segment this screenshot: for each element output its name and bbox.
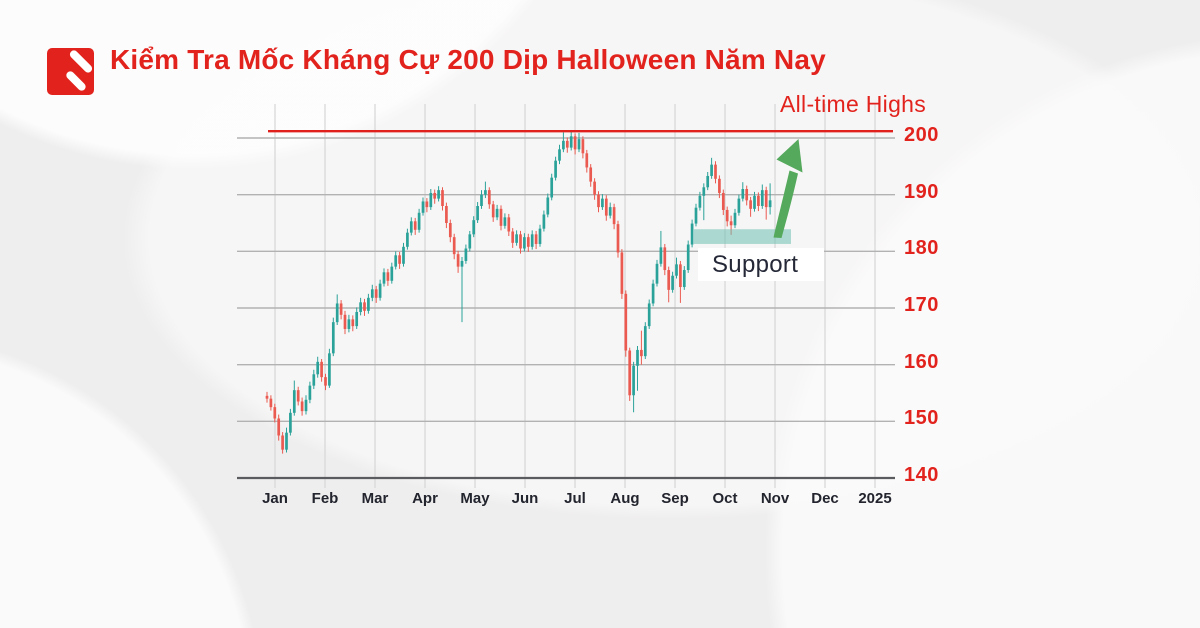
vertical-gridlines [274,104,876,488]
x-tick-label: Dec [811,490,839,507]
horizontal-gridlines [237,137,895,480]
support-label-text: Support [712,251,799,278]
y-tick-label: 200 [904,124,939,146]
y-tick-label: 170 [904,294,939,316]
all-time-highs-label: All-time Highs [780,91,927,117]
x-tick-label: Jul [564,490,586,507]
x-tick-label: May [460,490,490,507]
x-tick-label: Sep [661,490,689,507]
x-tick-label: Nov [760,490,790,507]
y-tick-label: 150 [904,407,939,430]
y-tick-label: 180 [904,237,939,260]
page-title: Kiểm Tra Mốc Kháng Cự 200 Dịp Halloween … [110,44,826,75]
support-zone [694,229,791,244]
y-tick-label: 190 [904,180,939,203]
x-tick-label: 2025 [858,490,892,507]
candles [265,130,772,454]
x-tick-label: Oct [712,490,738,507]
x-tick-label: Apr [412,490,438,507]
header: Kiểm Tra Mốc Kháng Cự 200 Dịp Halloween … [0,0,1200,100]
support-label: Support [698,248,825,281]
up-arrow-icon [773,139,803,238]
y-tick-label: 160 [904,350,939,373]
x-tick-label: Aug [610,490,640,507]
x-tick-label: Feb [311,490,339,507]
x-tick-label: Jan [262,490,288,507]
brand-logo-icon [47,48,94,95]
y-tick-label: 140 [904,464,939,486]
x-tick-label: Jun [511,490,539,507]
x-tick-label: Mar [361,490,389,507]
